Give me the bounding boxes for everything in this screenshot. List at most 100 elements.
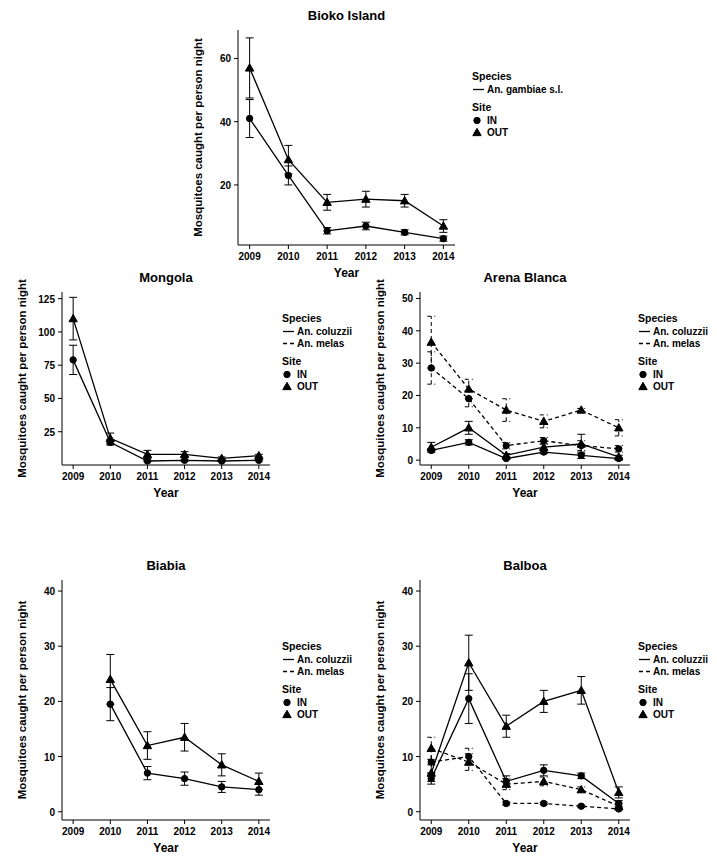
- x-tick: [258, 820, 259, 824]
- legend-swatch: [640, 699, 646, 705]
- legend-swatch: [639, 382, 647, 389]
- legend-label: IN: [297, 697, 307, 708]
- x-tick-label: 2012: [355, 251, 378, 262]
- legend-label: OUT: [653, 381, 674, 392]
- x-tick: [581, 465, 582, 469]
- legend-label: An. coluzzii: [653, 654, 708, 665]
- data-point: [540, 777, 548, 784]
- x-tick: [468, 465, 469, 469]
- y-axis-title: Mosquitoes caught per person night: [16, 600, 28, 799]
- y-tick-label: 25: [44, 427, 56, 438]
- x-tick-label: 2013: [211, 471, 234, 482]
- data-point: [107, 701, 113, 707]
- error-bar: [427, 352, 435, 384]
- y-tick: [58, 811, 62, 812]
- data-point: [465, 659, 473, 666]
- x-tick: [73, 820, 74, 824]
- data-point: [218, 761, 226, 768]
- series-line: [431, 663, 619, 793]
- data-point: [540, 417, 548, 424]
- error-bar: [106, 688, 114, 721]
- x-axis-title: Year: [512, 841, 538, 855]
- error-bar: [540, 765, 548, 776]
- y-tick-label: 10: [402, 423, 414, 434]
- legend-swatch: [639, 343, 650, 344]
- legend: SpeciesAn. coluzziiAn. melasSiteINOUT: [638, 640, 708, 720]
- legend-swatch: [473, 89, 484, 90]
- data-point: [616, 806, 622, 812]
- chart-title: Bioko Island: [308, 8, 385, 23]
- y-tick: [58, 298, 62, 299]
- data-point: [219, 784, 225, 790]
- x-tick-label: 2014: [432, 251, 455, 262]
- legend-label: OUT: [653, 709, 674, 720]
- error-bar: [577, 434, 585, 453]
- series-line: [110, 679, 259, 781]
- legend: SpeciesAn. coluzziiAn. melasSiteINOUT: [638, 312, 708, 392]
- data-point: [427, 744, 435, 751]
- y-tick-label: 30: [402, 641, 414, 652]
- data-point: [465, 424, 473, 431]
- error-bar: [540, 690, 548, 712]
- error-bar: [106, 440, 114, 445]
- data-point: [503, 455, 509, 461]
- y-tick: [58, 431, 62, 432]
- data-point: [540, 697, 548, 704]
- data-point: [615, 788, 623, 795]
- chart-title: Mongola: [139, 270, 193, 285]
- error-bar: [502, 399, 510, 422]
- legend: SpeciesAn. coluzziiAn. melasSiteINOUT: [282, 312, 352, 392]
- x-tick: [221, 820, 222, 824]
- x-tick: [468, 820, 469, 824]
- legend-label: IN: [487, 115, 497, 126]
- x-axis-line: [62, 820, 270, 821]
- error-bar: [465, 391, 473, 407]
- x-tick-label: 2011: [495, 826, 517, 837]
- x-tick: [221, 465, 222, 469]
- error-bar: [284, 166, 292, 185]
- y-axis-line: [62, 292, 63, 465]
- data-point: [440, 235, 446, 241]
- y-tick: [416, 701, 420, 702]
- error-bar: [577, 452, 585, 458]
- legend-swatch: [639, 671, 650, 672]
- legend-swatch: [283, 659, 294, 660]
- y-axis-title: Mosquitoes caught per person night: [374, 279, 386, 478]
- legend-title: Species: [638, 312, 678, 324]
- x-tick-label: 2010: [99, 471, 122, 482]
- legend-swatch: [283, 710, 291, 717]
- legend-swatch: [284, 371, 290, 377]
- legend: SpeciesAn. coluzziiAn. melasSiteINOUT: [282, 640, 352, 720]
- series-line: [431, 757, 619, 809]
- data-point: [256, 457, 262, 463]
- data-point: [502, 780, 510, 787]
- y-tick: [416, 298, 420, 299]
- y-tick-label: 125: [38, 294, 55, 305]
- y-tick: [58, 701, 62, 702]
- x-tick: [147, 465, 148, 469]
- series-line: [431, 699, 619, 804]
- y-tick-label: 40: [402, 326, 414, 337]
- panel: Biabia010203040200920102011201220132014Y…: [16, 558, 352, 855]
- legend-swatch: [639, 710, 647, 717]
- x-tick-label: 2013: [394, 251, 417, 262]
- x-tick: [288, 245, 289, 249]
- y-tick: [58, 756, 62, 757]
- x-tick: [327, 245, 328, 249]
- data-point: [541, 438, 547, 444]
- legend-label: IN: [653, 369, 663, 380]
- error-bar: [577, 773, 585, 779]
- x-tick: [618, 820, 619, 824]
- x-axis-line: [420, 820, 630, 821]
- x-axis-line: [62, 465, 270, 466]
- error-bar: [540, 777, 548, 786]
- y-tick: [58, 398, 62, 399]
- data-point: [578, 773, 584, 779]
- y-tick-label: 60: [220, 53, 232, 64]
- legend-title: Site: [282, 355, 301, 367]
- x-tick: [249, 245, 250, 249]
- x-tick-label: 2012: [533, 471, 556, 482]
- data-point: [541, 767, 547, 773]
- x-tick: [258, 465, 259, 469]
- legend-swatch: [283, 382, 291, 389]
